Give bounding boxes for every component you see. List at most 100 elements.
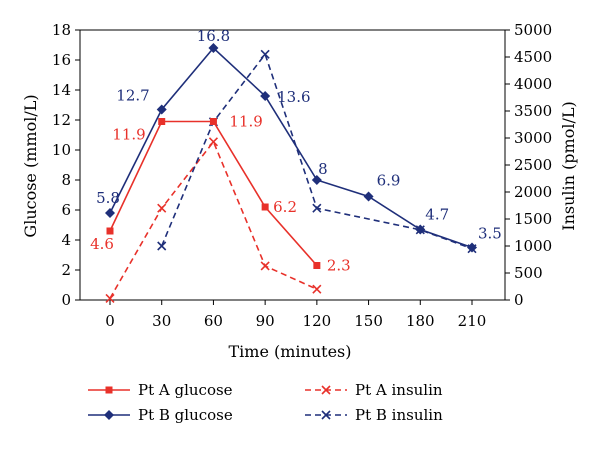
y2-tick-label: 4500 — [514, 48, 552, 66]
y-tick-label: 12 — [52, 111, 71, 129]
y2-tick-label: 3500 — [514, 102, 552, 120]
x-tick-label: 150 — [354, 312, 383, 330]
x-tick-label: 60 — [204, 312, 223, 330]
legend: Pt A glucose Pt A insulin Pt B glucose Pt B… — [88, 381, 443, 424]
y2-tick-label: 5000 — [514, 21, 552, 39]
y2-tick-label: 500 — [514, 264, 543, 282]
data-label: 3.5 — [478, 225, 502, 243]
data-label: 4.7 — [425, 206, 449, 224]
y-tick-label: 8 — [61, 171, 71, 189]
series-layer — [105, 43, 477, 303]
legend-label: Pt B insulin — [355, 406, 443, 424]
y2-tick-label: 1000 — [514, 237, 552, 255]
y-tick-label: 16 — [52, 51, 71, 69]
y2-tick-label: 4000 — [514, 75, 552, 93]
series-line — [160, 52, 473, 250]
x-mark-stroke — [208, 137, 218, 147]
series-pt-b-glucose — [105, 43, 477, 253]
y-tick-label: 10 — [52, 141, 71, 159]
x-mark-stroke — [157, 241, 167, 251]
x-axis-title: Time (minutes) — [228, 342, 351, 361]
x-mark-stroke — [105, 293, 115, 303]
x-mark-stroke — [260, 261, 270, 271]
x-mark-stroke — [312, 203, 322, 213]
data-point-x — [105, 293, 115, 303]
data-point-x — [321, 385, 331, 395]
data-point-square — [158, 118, 166, 125]
y-tick-label: 14 — [52, 81, 71, 99]
data-label: 11.9 — [229, 113, 262, 131]
data-point-x — [208, 137, 218, 147]
data-point-diamond — [208, 43, 219, 53]
data-point-square — [313, 262, 321, 269]
x-tick-label: 180 — [406, 312, 435, 330]
data-point-x — [312, 203, 322, 213]
data-label: 8 — [318, 160, 328, 178]
y2-tick-label: 1500 — [514, 210, 552, 228]
data-label: 12.7 — [116, 87, 149, 105]
data-point-diamond — [415, 224, 426, 235]
data-point-diamond — [363, 191, 374, 202]
data-point-square — [106, 227, 114, 235]
data-point-x — [260, 261, 270, 271]
data-point-x — [157, 203, 167, 213]
x-tick-label: 30 — [152, 312, 171, 330]
x-mark-stroke — [321, 410, 331, 420]
axes: 0246810121416180500100015002000250030003… — [52, 21, 552, 330]
legend-label: Pt A glucose — [138, 381, 233, 399]
legend-item: Pt B glucose — [88, 406, 233, 424]
data-point-square — [105, 386, 113, 394]
y-tick-label: 4 — [61, 231, 71, 249]
series-line — [109, 46, 473, 249]
series-pt-a-insulin — [105, 137, 322, 303]
data-point-x — [157, 241, 167, 251]
data-labels: 4.6 11.9 11.9 6.2 2.3 5.8 12.7 16.8 13.6 8 6.9 4.7 3… — [90, 27, 502, 275]
x-tick-label: 210 — [458, 312, 487, 330]
data-point-diamond — [260, 91, 271, 101]
data-label: 4.6 — [90, 235, 114, 253]
x-tick-label: 120 — [303, 312, 332, 330]
y-tick-label: 0 — [61, 291, 71, 309]
data-label: 6.2 — [273, 198, 297, 216]
x-mark-stroke — [321, 385, 331, 395]
data-label: 5.8 — [96, 189, 120, 207]
data-label: 2.3 — [327, 257, 351, 275]
y2-tick-label: 3000 — [514, 129, 552, 147]
data-point-diamond — [311, 175, 322, 185]
data-point-diamond — [467, 242, 477, 253]
data-point-square — [209, 118, 217, 125]
x-mark-stroke — [157, 203, 167, 213]
x-tick-label: 90 — [256, 312, 275, 330]
legend-item: Pt A glucose — [88, 381, 233, 399]
legend-label: Pt B glucose — [138, 406, 233, 424]
data-label: 13.6 — [277, 88, 310, 106]
y2-tick-label: 2000 — [514, 183, 552, 201]
data-point-square — [261, 203, 269, 211]
data-label: 6.9 — [377, 172, 401, 190]
series-pt-a-glucose — [106, 118, 321, 269]
plot-border — [79, 29, 506, 301]
y2-tick-label: 0 — [514, 291, 524, 309]
y-tick-label: 2 — [61, 261, 71, 279]
series-line — [109, 140, 318, 299]
y2-tick-label: 2500 — [514, 156, 552, 174]
data-point-diamond — [104, 410, 114, 420]
x-mark-stroke — [312, 284, 322, 294]
data-label: 11.9 — [112, 126, 145, 144]
legend-item: Pt A insulin — [305, 381, 443, 399]
data-point-diamond — [105, 208, 115, 218]
x-tick-label: 0 — [105, 312, 115, 330]
legend-item: Pt B insulin — [305, 406, 443, 424]
y-axis-title-right: Insulin (pmol/L) — [559, 101, 578, 230]
data-point-x — [321, 410, 331, 420]
plot-frame — [79, 29, 506, 301]
data-point-x — [260, 49, 270, 59]
data-label: 16.8 — [197, 27, 230, 45]
x-mark-stroke — [260, 49, 270, 59]
data-point-diamond — [156, 104, 167, 115]
y-tick-label: 18 — [52, 21, 71, 39]
y-axis-title-left: Glucose (mmol/L) — [21, 94, 40, 237]
y-tick-label: 6 — [61, 201, 71, 219]
legend-label: Pt A insulin — [355, 381, 443, 399]
